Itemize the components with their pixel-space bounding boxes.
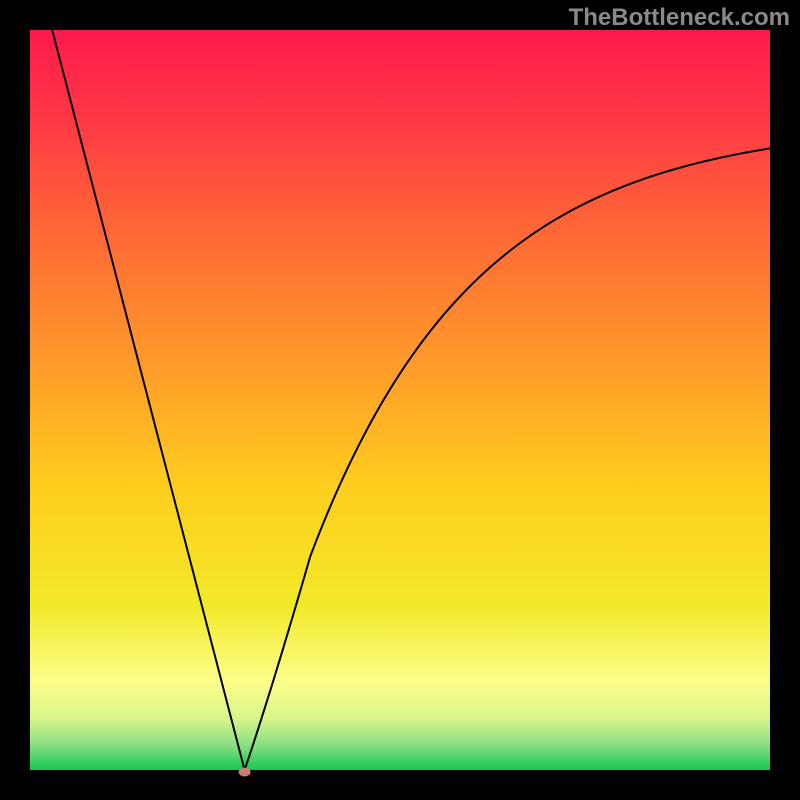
valley-marker bbox=[239, 768, 251, 777]
bottleneck-chart: TheBottleneck.com bbox=[0, 0, 800, 800]
watermark-text: TheBottleneck.com bbox=[569, 4, 790, 32]
chart-svg bbox=[0, 0, 800, 800]
chart-background bbox=[30, 30, 770, 770]
